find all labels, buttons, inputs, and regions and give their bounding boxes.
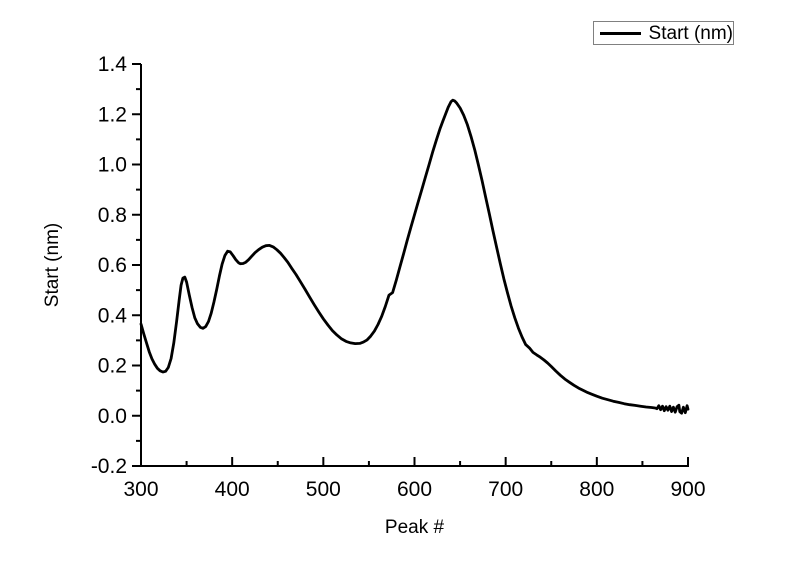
y-tick-label: 1.4 (98, 53, 128, 76)
y-tick-label: 1.0 (98, 154, 127, 177)
y-tick-label: 0.6 (98, 254, 127, 277)
legend-line-sample-icon (600, 31, 641, 35)
legend: Start (nm) (593, 21, 734, 45)
y-tick-label: 1.2 (98, 103, 127, 126)
legend-label: Start (nm) (648, 22, 733, 44)
y-tick-label: -0.2 (91, 455, 127, 478)
y-tick-label: 0.2 (98, 355, 127, 378)
x-tick-label: 500 (306, 478, 341, 501)
data-curve (139, 98, 690, 415)
x-tick-label: 600 (397, 478, 432, 501)
y-tick-label: 0.0 (98, 405, 127, 428)
x-tick-label: 800 (579, 478, 614, 501)
y-tick-label: 0.8 (98, 204, 127, 227)
x-tick-label: 300 (123, 478, 158, 501)
x-axis-title: Peak # (384, 517, 445, 538)
x-tick-label: 900 (670, 478, 705, 501)
x-tick-label: 700 (488, 478, 523, 501)
y-tick-label: 0.4 (98, 304, 128, 327)
y-axis-title: Start (nm) (42, 222, 63, 308)
x-tick-label: 400 (215, 478, 250, 501)
